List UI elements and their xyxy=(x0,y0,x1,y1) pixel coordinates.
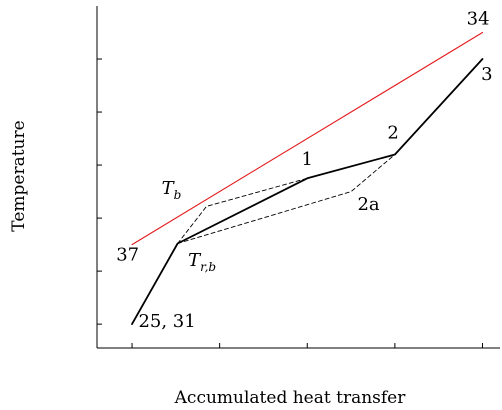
label-3: 3 xyxy=(481,64,492,85)
label-34: 34 xyxy=(467,9,490,30)
series-1-line xyxy=(131,31,484,246)
chart-series xyxy=(131,31,484,326)
series-3-line xyxy=(177,154,396,244)
label-1: 1 xyxy=(302,149,313,170)
x-axis-label: Accumulated heat transfer xyxy=(174,388,407,408)
label-trb: Tr,b xyxy=(188,250,216,274)
label-2531: 25, 31 xyxy=(138,311,195,332)
chart-axes xyxy=(96,6,500,349)
series-0-line xyxy=(131,58,484,326)
label-2a: 2a xyxy=(357,194,379,215)
label-tb: Tb xyxy=(162,178,182,202)
label-37: 37 xyxy=(116,245,139,266)
y-axis-label: Temperature xyxy=(9,120,29,231)
chart-annotations: 34 3 2 1 2a Tb Tr,b 37 25, 31 xyxy=(116,9,492,332)
label-2: 2 xyxy=(387,123,398,144)
series-2-line xyxy=(177,177,308,244)
